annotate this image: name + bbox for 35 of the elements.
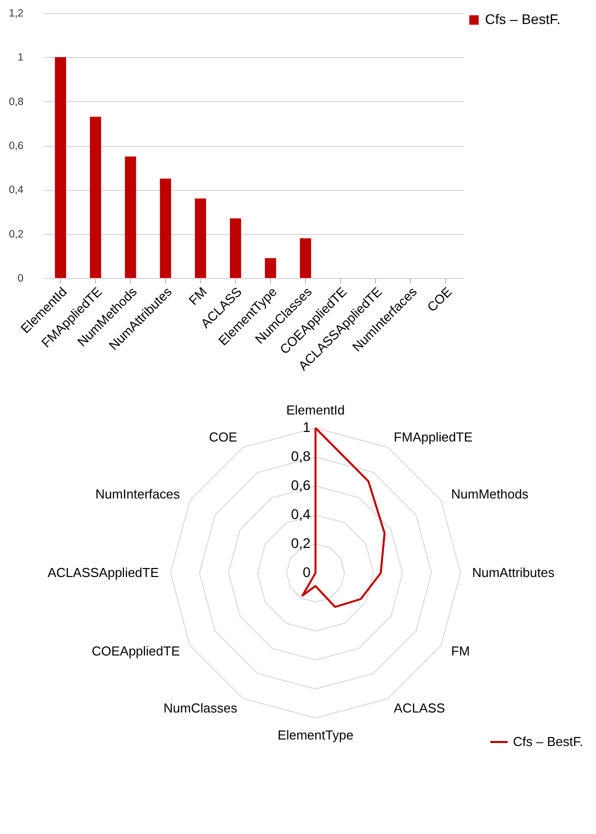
y-tick-label: 1 [18,52,24,64]
y-tick-label: 0 [302,564,311,580]
y-tick-label: 0,8 [291,448,311,464]
bar [300,238,312,278]
bar [160,178,172,278]
y-tick-label: 0,6 [291,477,311,493]
y-tick-label: 0,2 [8,228,24,240]
bar [264,258,276,278]
y-tick-label: 0 [18,272,24,284]
spoke-label: ElementId [286,402,345,418]
spoke-label: FM [451,643,470,658]
y-tick-label: 0,4 [8,184,24,196]
y-tick-label: 0,8 [8,96,24,108]
spoke-label: ACLASS [394,700,446,716]
y-tick-label: 0,6 [8,140,24,152]
bar [90,116,102,278]
spoke-label: COEAppliedTE [92,643,180,658]
y-tick-label: 1,2 [8,8,24,20]
spoke-label: ACLASSAppliedTE [48,565,160,580]
legend-label: Cfs – BestF. [513,734,584,749]
bar [124,156,136,278]
y-tick-label: 0,2 [291,535,311,551]
spoke-label: NumInterfaces [95,486,180,502]
legend-label: Cfs – BestF. [485,11,560,27]
spoke-label: ElementType [278,727,354,742]
spoke-label: FMAppliedTE [394,429,473,444]
y-tick-label: 0,4 [291,506,311,522]
bar [54,57,66,278]
y-tick-label: 1 [302,419,311,435]
spoke-label: NumMethods [451,486,529,502]
bar [230,218,242,278]
spoke-label: NumClasses [164,700,238,716]
spoke-label: NumAttributes [472,565,555,580]
spoke-label: COE [209,429,238,444]
bar [194,198,206,278]
